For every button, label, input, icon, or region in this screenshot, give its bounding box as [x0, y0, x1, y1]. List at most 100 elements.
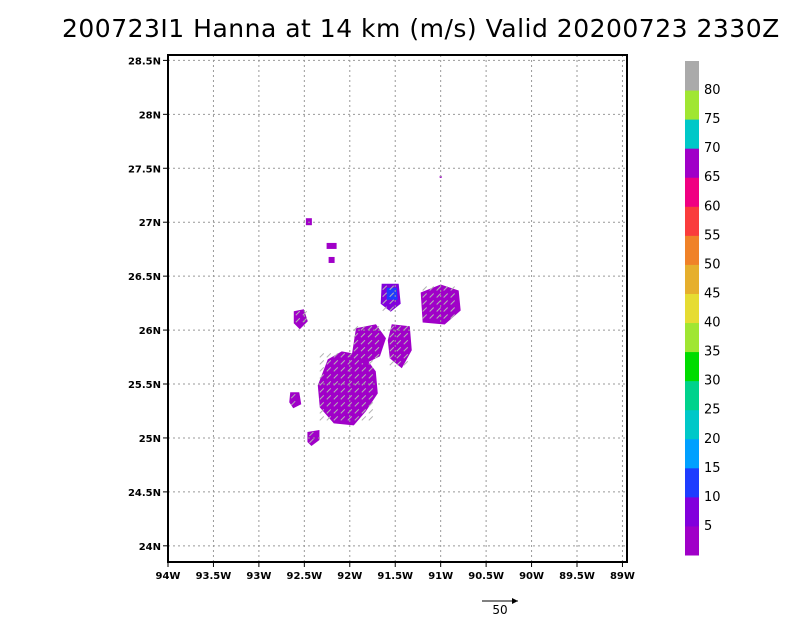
wind-vector: [382, 285, 388, 291]
wind-vector: [389, 360, 395, 366]
wind-vector: [429, 314, 435, 319]
x-tick-label: 91W: [428, 571, 453, 582]
latitude-tick-labels: 24N 24.5N 25N 25.5N 26N 26.5N 27N 27.5N 28N 28.5N: [128, 56, 161, 552]
colorbar-label: 40: [704, 316, 721, 331]
wind-vector: [333, 409, 339, 414]
wind-vector: [361, 395, 367, 400]
wind-vector: [319, 374, 325, 379]
wind-vector: [361, 409, 367, 414]
wind-vector: [340, 416, 346, 421]
wind-vector: [361, 367, 367, 372]
wind-vector: [354, 402, 360, 407]
wind-vector: [389, 299, 395, 305]
longitude-tick-labels: 94W 93.5W 93W 92.5W 92W 91.5W 91W 90.5W 90W 89.5W…: [156, 571, 635, 582]
colorbar-label: 20: [704, 432, 721, 447]
wind-vector: [429, 307, 435, 312]
wind-vector: [353, 332, 359, 338]
grid-lines: [163, 55, 627, 567]
wind-vector: [333, 381, 339, 386]
wind-vector: [382, 299, 388, 305]
wind-vector: [326, 402, 332, 407]
wind-vector: [368, 395, 374, 400]
colorbar-label: 80: [704, 83, 721, 98]
plot-title: 200723I1 Hanna at 14 km (m/s) Valid 2020…: [62, 14, 780, 43]
colorbar-segment: [685, 525, 699, 556]
wind-vector: [360, 325, 366, 331]
wind-vector: [374, 346, 380, 352]
wind-vector: [361, 416, 367, 421]
colorbar-segment: [685, 380, 699, 411]
wind-vector: [354, 367, 360, 372]
wind-vector: [368, 360, 374, 365]
wind-vector: [382, 306, 388, 312]
x-tick-label: 90W: [519, 571, 544, 582]
wind-vector: [354, 409, 360, 414]
wind-vector: [354, 381, 360, 386]
y-tick-label: 28N: [139, 110, 161, 121]
wind-vector: [340, 381, 346, 386]
colorbar-segment: [685, 351, 699, 382]
colorbar-label: 50: [704, 257, 721, 272]
x-tick-label: 91.5W: [377, 571, 413, 582]
wind-vector: [367, 346, 373, 352]
y-tick-label: 25N: [139, 434, 161, 445]
colorbar-segment: [685, 496, 699, 527]
x-tick-label: 94W: [156, 571, 181, 582]
wind-vector: [403, 360, 409, 366]
wind-vector: [396, 332, 402, 338]
y-tick-label: 24.5N: [128, 488, 161, 499]
wind-vector: [422, 300, 428, 305]
wind-vector: [368, 367, 374, 372]
wind-vector: [450, 307, 456, 312]
colorbar-segment: [685, 90, 699, 120]
wind-vector: [326, 360, 332, 365]
wind-vector: [367, 353, 373, 359]
x-tick-label: 93.5W: [196, 571, 232, 582]
colorbar-segment: [685, 438, 699, 469]
echo-region: [420, 284, 461, 325]
wind-vector: [374, 332, 380, 338]
x-tick-label: 89.5W: [559, 571, 595, 582]
wind-vector: [436, 293, 442, 298]
wind-vector: [360, 346, 366, 352]
wind-vector: [347, 395, 353, 400]
wind-vector: [340, 388, 346, 393]
reference-vector: 50: [482, 598, 518, 617]
y-tick-label: 26.5N: [128, 272, 161, 283]
wind-vector: [333, 360, 339, 365]
wind-vector: [382, 292, 388, 298]
x-tick-label: 93W: [246, 571, 271, 582]
wind-vector: [389, 346, 395, 352]
wind-vector: [360, 332, 366, 338]
wind-vector: [367, 332, 373, 338]
y-tick-label: 24N: [139, 542, 161, 553]
y-tick-label: 25.5N: [128, 380, 161, 391]
reference-vector-label: 50: [492, 603, 507, 617]
wind-vector: [450, 314, 456, 319]
wind-vector: [319, 416, 325, 421]
wind-vector: [295, 310, 301, 316]
echo-layer: [289, 175, 461, 446]
colorbar-label: 5: [704, 519, 712, 534]
wind-vector: [374, 325, 380, 331]
wind-vector: [333, 374, 339, 379]
wind-vector: [309, 438, 314, 444]
x-tick-label: 89W: [610, 571, 635, 582]
colorbar-segment: [685, 177, 699, 207]
wind-vector: [347, 381, 353, 386]
wind-vector: [436, 314, 442, 319]
wind-vector: [354, 360, 360, 365]
colorbar-label: 70: [704, 141, 721, 156]
wind-vector: [326, 409, 332, 414]
wind-vector: [333, 402, 339, 407]
wind-vector: [389, 332, 395, 338]
colorbar-segment: [685, 119, 699, 149]
wind-vector: [333, 353, 339, 358]
wind-vector: [367, 339, 373, 345]
wind-vector: [396, 346, 402, 352]
wind-vector: [319, 367, 325, 372]
echo-region: [326, 242, 337, 249]
wind-vector: [295, 317, 301, 323]
wind-vector: [319, 360, 325, 365]
wind-vector: [354, 388, 360, 393]
